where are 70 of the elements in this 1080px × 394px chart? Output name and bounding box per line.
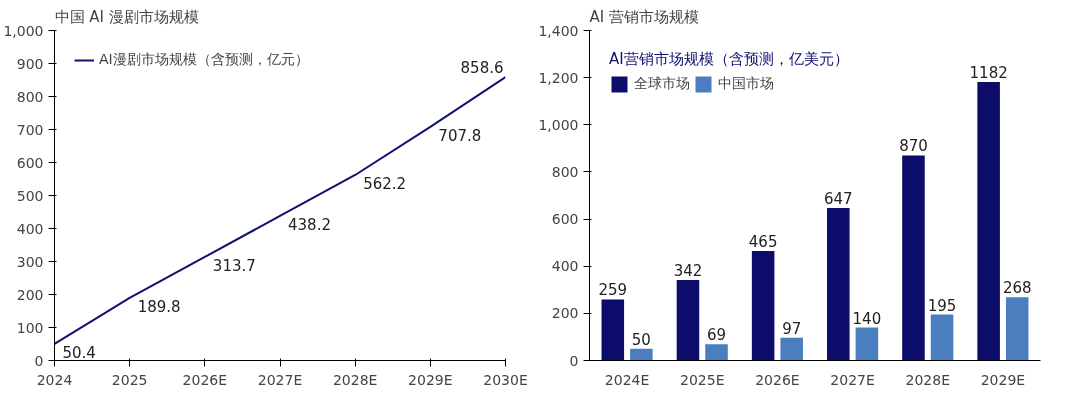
x-tick-label: 2025E: [680, 371, 725, 388]
bar: [827, 207, 850, 361]
data-label: 268: [1002, 279, 1032, 298]
data-label: 858.6: [460, 59, 504, 78]
y-tick-label: 500: [16, 187, 44, 204]
bar: [705, 344, 728, 361]
data-label: 342: [673, 261, 703, 280]
chart-title: 中国 AI 漫剧市场规模: [54, 7, 199, 26]
x-tick-label: 2030E: [483, 371, 528, 388]
x-tick-label: 2028E: [905, 371, 950, 388]
y-tick-label: 400: [551, 258, 579, 275]
data-label: 195: [927, 296, 957, 315]
y-tick-label: 100: [16, 319, 44, 336]
bar: [855, 327, 879, 361]
y-tick-label: 1,000: [3, 22, 44, 39]
x-tick-label: 2029E: [980, 371, 1026, 388]
data-label: 313.7: [212, 256, 256, 275]
x-tick-label: 2024E: [604, 371, 650, 388]
legend-label: 全球市场: [634, 75, 690, 93]
line-series: [54, 76, 506, 345]
data-label: 69: [706, 326, 727, 345]
chart-title: AI 营销市场规模: [589, 7, 699, 26]
y-tick-label: 1,200: [538, 69, 579, 86]
y-tick-label: 800: [551, 163, 579, 180]
y-tick-label: 0: [569, 352, 579, 369]
legend-label: 中国市场: [718, 75, 774, 93]
bar: [902, 155, 925, 361]
data-label: 647: [823, 189, 853, 208]
y-tick-label: 800: [16, 88, 44, 105]
data-label: 259: [598, 281, 628, 300]
data-label: 97: [782, 319, 802, 338]
bar: [601, 299, 625, 361]
y-tick-label: 600: [16, 154, 44, 171]
data-label: 50.4: [62, 343, 96, 362]
y-tick-label: 900: [16, 55, 44, 72]
data-label: 50: [631, 330, 651, 349]
data-label: 1182: [969, 63, 1008, 82]
x-tick-label: 2027E: [257, 371, 303, 388]
bar: [751, 250, 775, 361]
data-label: 189.8: [137, 297, 181, 316]
data-label: 562.2: [363, 174, 407, 193]
x-tick-label: 2025: [111, 371, 148, 388]
y-tick-label: 1,400: [538, 22, 579, 39]
data-label: 438.2: [288, 215, 331, 234]
y-tick-label: 1,000: [538, 116, 579, 133]
y-tick-label: 700: [16, 121, 44, 138]
bar: [1005, 297, 1029, 361]
y-tick-label: 0: [34, 352, 44, 369]
bar: [780, 337, 803, 361]
x-tick-label: 2027E: [830, 371, 875, 388]
data-label: 465: [748, 232, 778, 251]
legend-title: AI营销市场规模（含预测，亿美元）: [609, 50, 849, 69]
y-tick-label: 200: [551, 305, 579, 322]
bar: [930, 314, 954, 361]
legend-label: AI漫剧市场规模（含预测，亿元）: [99, 51, 309, 69]
x-tick-label: 2028E: [332, 371, 378, 388]
x-tick-label: 2026E: [755, 371, 800, 388]
data-label: 140: [852, 309, 882, 328]
y-tick-label: 400: [16, 220, 44, 237]
y-tick-label: 300: [16, 253, 44, 270]
data-label: 870: [899, 137, 928, 156]
y-tick-label: 600: [551, 211, 579, 228]
x-tick-label: 2024: [36, 371, 73, 388]
bar: [676, 279, 700, 361]
x-tick-label: 2029E: [408, 371, 453, 388]
bar: [630, 348, 653, 361]
data-label: 707.8: [438, 126, 482, 145]
y-tick-label: 200: [16, 286, 44, 303]
x-tick-label: 2026E: [182, 371, 228, 388]
bar: [977, 81, 1000, 361]
